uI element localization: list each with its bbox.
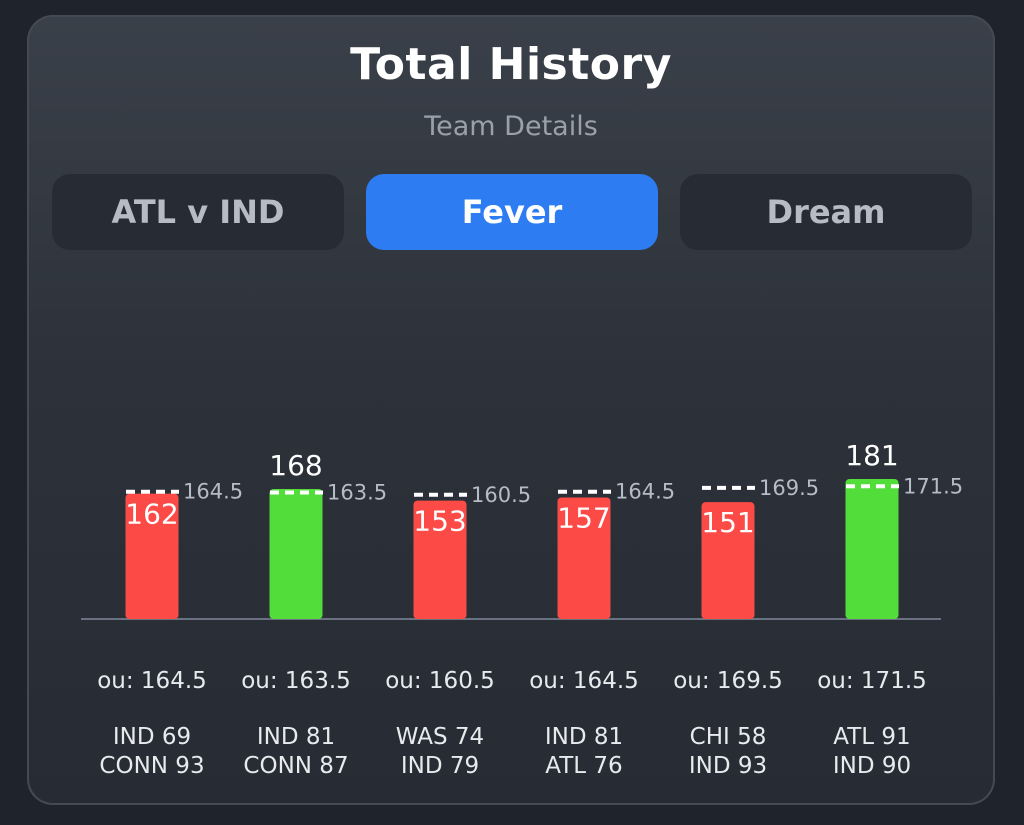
tab-atl-v-ind[interactable]: ATL v IND (52, 174, 344, 250)
ou-tick-label-1: ou: 163.5 (241, 668, 351, 694)
ou-tick-label-0: ou: 164.5 (97, 668, 207, 694)
matchup-away-label-1: IND 81 (257, 724, 335, 750)
matchup-away-label-4: CHI 58 (690, 724, 767, 750)
matchup-home-label-5: IND 90 (833, 753, 911, 779)
bar-value-label-3: 157 (557, 502, 610, 535)
bar-value-label-1: 168 (269, 449, 322, 482)
matchup-away-label-2: WAS 74 (396, 724, 484, 750)
bar-2[interactable] (413, 500, 467, 619)
ou-tick-label-3: ou: 164.5 (529, 668, 639, 694)
bar-value-label-5: 181 (845, 439, 898, 472)
ou-line-label-1: 163.5 (327, 480, 387, 504)
ou-line-label-4: 169.5 (759, 476, 819, 500)
matchup-away-label-0: IND 69 (113, 724, 191, 750)
ou-line-label-2: 160.5 (471, 483, 531, 507)
matchup-home-label-1: CONN 87 (243, 753, 348, 779)
matchup-home-label-0: CONN 93 (99, 753, 204, 779)
page-subtitle: Team Details (424, 111, 598, 142)
ou-line-label-5: 171.5 (903, 474, 963, 498)
matchup-home-label-4: IND 93 (689, 753, 767, 779)
tab-dream[interactable]: Dream (680, 174, 972, 250)
bar-1[interactable] (269, 489, 323, 619)
ou-line-label-3: 164.5 (615, 480, 675, 504)
matchup-away-label-5: ATL 91 (833, 724, 910, 750)
ou-tick-label-5: ou: 171.5 (817, 668, 927, 694)
bar-4[interactable] (701, 502, 755, 619)
ou-tick-label-2: ou: 160.5 (385, 668, 495, 694)
ou-tick-label-4: ou: 169.5 (673, 668, 783, 694)
bar-value-label-4: 151 (701, 506, 754, 539)
bar-value-label-0: 162 (125, 498, 178, 531)
bar-value-label-2: 153 (413, 505, 466, 538)
tab-fever[interactable]: Fever (366, 174, 658, 250)
bar-0[interactable] (125, 493, 179, 619)
bar-5[interactable] (845, 478, 899, 619)
matchup-home-label-3: ATL 76 (545, 753, 622, 779)
total-history-card: Total History Team Details ATL v IND Fev… (27, 15, 995, 805)
ou-line-label-0: 164.5 (183, 480, 243, 504)
bar-3[interactable] (557, 497, 611, 619)
matchup-home-label-2: IND 79 (401, 753, 479, 779)
page-title: Total History (350, 39, 672, 90)
matchup-away-label-3: IND 81 (545, 724, 623, 750)
